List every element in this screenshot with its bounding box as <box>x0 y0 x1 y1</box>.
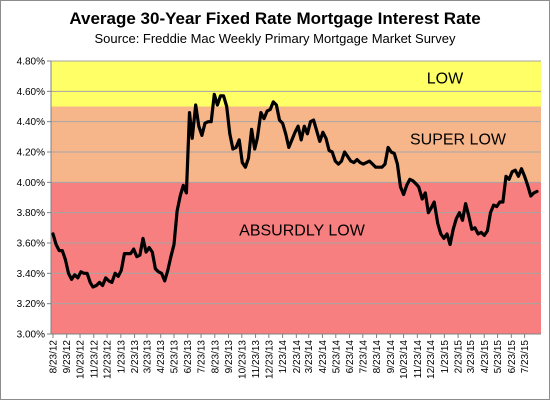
x-tick-label: 5/23/14 <box>331 340 342 374</box>
x-tick-label: 8/23/13 <box>210 340 221 374</box>
band-label-1: SUPER LOW <box>410 131 507 148</box>
x-tick-label: 5/23/13 <box>170 340 181 374</box>
x-tick-label: 7/23/13 <box>197 340 208 374</box>
x-tick-label: 10/23/13 <box>237 340 248 379</box>
bands-layer <box>51 61 541 334</box>
x-tick-label: 1/23/15 <box>440 340 451 374</box>
x-tick-label: 11/23/12 <box>89 340 100 379</box>
x-tick-label: 5/23/15 <box>493 340 504 374</box>
x-tick-label: 8/23/12 <box>49 340 60 374</box>
x-tick-label: 12/23/13 <box>264 340 275 379</box>
band-0 <box>51 61 541 107</box>
x-tick-label: 8/23/14 <box>372 340 383 374</box>
band-2 <box>51 182 541 334</box>
x-tick-label: 10/23/14 <box>399 340 410 379</box>
x-tick-label: 10/23/12 <box>76 340 87 379</box>
x-tick-label: 3/23/14 <box>304 340 315 374</box>
y-tick-label: 3.60% <box>17 239 45 250</box>
x-tick-label: 3/23/13 <box>142 340 153 374</box>
x-tick-label: 12/23/14 <box>426 340 437 379</box>
y-tick-label: 3.20% <box>17 299 45 310</box>
chart-subtitle: Source: Freddie Mac Weekly Primary Mortg… <box>94 31 456 46</box>
y-axis-tick-labels: 3.00% 3.20% 3.40% 3.60% 3.80% 4.00% 4.20% 4.40%… <box>17 57 45 341</box>
axis-layer <box>50 61 541 338</box>
y-tick-label: 4.40% <box>17 117 45 128</box>
y-tick-label: 4.60% <box>17 87 45 98</box>
band-label-2: ABSURDLY LOW <box>239 222 366 239</box>
x-tick-label: 9/23/12 <box>62 340 73 374</box>
x-tick-label: 7/23/15 <box>520 340 531 374</box>
y-tick-label: 3.80% <box>17 208 45 219</box>
x-tick-label: 4/23/13 <box>156 340 167 374</box>
x-tick-label: 6/23/13 <box>183 340 194 374</box>
series-line-0 <box>51 92 539 289</box>
x-tick-label: 2/23/15 <box>454 340 465 374</box>
y-tick-label: 4.20% <box>17 148 45 159</box>
band-labels: LOW SUPER LOW ABSURDLY LOW <box>239 71 507 240</box>
y-tick-label: 4.80% <box>17 57 45 68</box>
x-tick-label: 3/23/15 <box>466 340 477 374</box>
x-tick-label: 9/23/14 <box>386 340 397 374</box>
x-tick-label: 2/23/13 <box>130 340 141 374</box>
x-tick-label: 6/23/15 <box>507 340 518 374</box>
series-layer <box>51 92 539 289</box>
x-tick-label: 12/23/12 <box>103 340 114 379</box>
band-label-0: LOW <box>427 71 464 88</box>
x-axis-tick-labels: 8/23/12 9/23/12 10/23/12 11/23/12 12/23/12 1/… <box>49 340 532 379</box>
x-tick-label: 4/23/14 <box>318 340 329 374</box>
x-tick-label: 1/23/13 <box>116 340 127 374</box>
y-tick-label: 3.00% <box>17 330 45 341</box>
x-tick-label: 9/23/13 <box>224 340 235 374</box>
y-tick-label: 3.40% <box>17 269 45 280</box>
x-tick-label: 4/23/15 <box>480 340 491 374</box>
x-tick-label: 6/23/14 <box>345 340 356 374</box>
band-1 <box>51 106 541 183</box>
chart-title: Average 30-Year Fixed Rate Mortgage Inte… <box>69 9 481 28</box>
x-tick-label: 11/23/14 <box>413 340 424 379</box>
x-tick-label: 7/23/14 <box>358 340 369 374</box>
x-tick-label: 11/23/13 <box>251 340 262 379</box>
x-tick-label: 2/23/14 <box>292 340 303 374</box>
x-tick-label: 1/23/14 <box>278 340 289 374</box>
y-tick-label: 4.00% <box>17 178 45 189</box>
